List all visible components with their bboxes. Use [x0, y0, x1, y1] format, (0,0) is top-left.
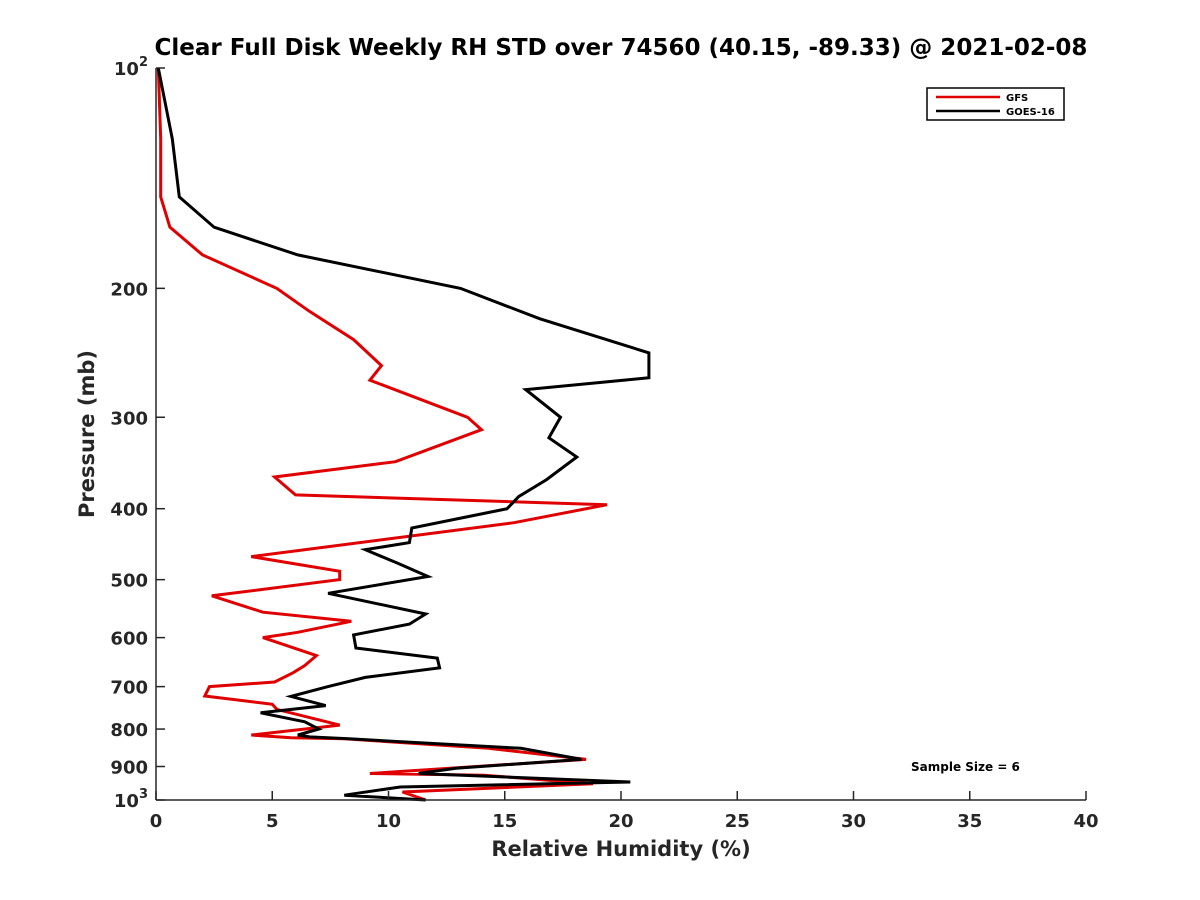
- y-tick-label: 200: [110, 279, 148, 300]
- x-axis-ticks: 0 5 10 15 20 25 30 35 40: [150, 791, 1099, 832]
- chart-title: Clear Full Disk Weekly RH STD over 74560…: [155, 35, 1088, 61]
- y-tick-label: 500: [110, 571, 148, 592]
- y-tick-label: 800: [110, 720, 148, 741]
- x-tick-label: 0: [150, 811, 163, 832]
- x-tick-label: 30: [841, 811, 866, 832]
- y-tick-label: 600: [110, 629, 148, 650]
- x-tick-label: 40: [1073, 811, 1098, 832]
- y-tick-label: 300: [110, 408, 148, 429]
- x-axis-label: Relative Humidity (%): [491, 837, 750, 861]
- x-tick-label: 10: [376, 811, 401, 832]
- plot-background: [156, 68, 1086, 800]
- x-tick-label: 20: [608, 811, 633, 832]
- series-layer: [156, 67, 651, 802]
- x-tick-label: 15: [492, 811, 517, 832]
- legend-label-goes16: GOES-16: [1006, 107, 1055, 118]
- y-axis-label: Pressure (mb): [75, 350, 99, 518]
- y-tick-label: 700: [110, 678, 148, 699]
- sample-size-annotation: Sample Size = 6: [911, 760, 1020, 774]
- series-line-goes16: [156, 67, 651, 802]
- y-tick-exponent: 3: [139, 787, 148, 802]
- y-tick-label: 400: [110, 500, 148, 521]
- legend-box: [926, 87, 1065, 121]
- y-tick-label: 900: [110, 758, 148, 779]
- x-tick-label: 5: [266, 811, 279, 832]
- legend-label-gfs: GFS: [1006, 93, 1028, 104]
- y-tick-exponent: 2: [139, 55, 148, 70]
- x-tick-label: 25: [725, 811, 750, 832]
- plot-area: 0 5 10 15 20 25 30 35 40 10220030040050060070080…: [110, 55, 1098, 832]
- legend: GFS GOES-16: [926, 87, 1065, 121]
- x-tick-label: 35: [957, 811, 982, 832]
